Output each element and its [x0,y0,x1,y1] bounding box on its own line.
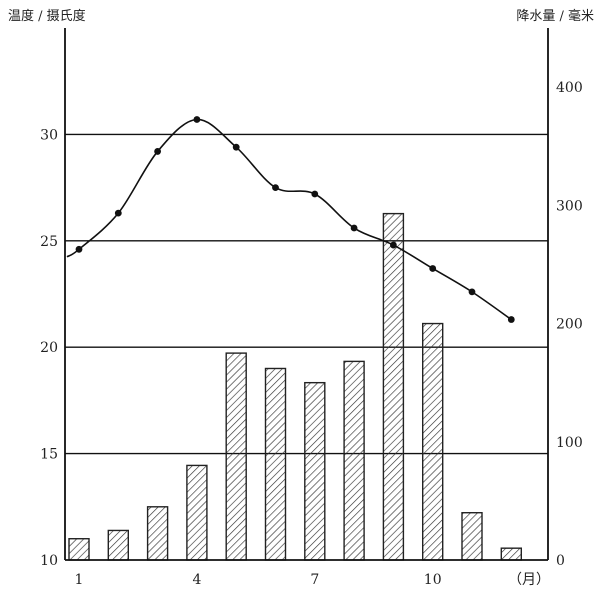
right-tick-label: 100 [556,435,583,451]
left-tick-label: 10 [40,553,58,569]
precipitation-bar [146,506,169,561]
precipitation-bar [422,322,444,561]
precipitation-bar [68,538,90,561]
temperature-point [75,245,83,253]
left-tick-label: 25 [40,234,58,250]
temperature-point [232,143,240,151]
precipitation-bar [382,212,405,561]
axes [64,28,549,561]
left-axis-label: 温度 / 摄氏度 [8,8,86,24]
precipitation-bar [225,352,247,561]
precipitation-bar [107,529,130,561]
x-axis-unit: （月） [508,572,550,588]
left-tick-label: 20 [40,340,58,356]
precipitation-bar [264,367,287,561]
right-tick-label: 400 [556,80,583,96]
temperature-point [311,190,319,198]
x-tick-label: 4 [192,572,201,588]
right-tick-label: 0 [556,553,565,569]
temperature-point [468,288,476,296]
precipitation-bar [500,547,522,561]
x-tick-label: 10 [424,572,442,588]
temperature-point [507,316,515,323]
temperature-point [429,265,437,272]
precipitation-bar [304,381,326,561]
precipitation-bar [461,512,483,561]
temperature-point [390,241,397,249]
temperature-curve [66,118,512,321]
temperature-point [272,184,279,192]
x-tick-label: 7 [310,572,319,588]
temperature-point [114,209,122,217]
right-axis-label: 降水量 / 毫米 [516,8,594,24]
precipitation-bars [68,212,522,561]
temperature-point [154,148,162,155]
temperature-point [350,224,358,232]
left-tick-label: 15 [40,447,58,463]
precipitation-bar [186,464,208,561]
x-tick-label: 1 [75,572,84,588]
temperature-line [66,116,515,323]
right-tick-label: 300 [556,198,583,214]
precipitation-bar [343,360,365,561]
right-tick-label: 200 [556,317,583,333]
left-tick-label: 30 [40,127,58,143]
temperature-point [193,116,201,123]
